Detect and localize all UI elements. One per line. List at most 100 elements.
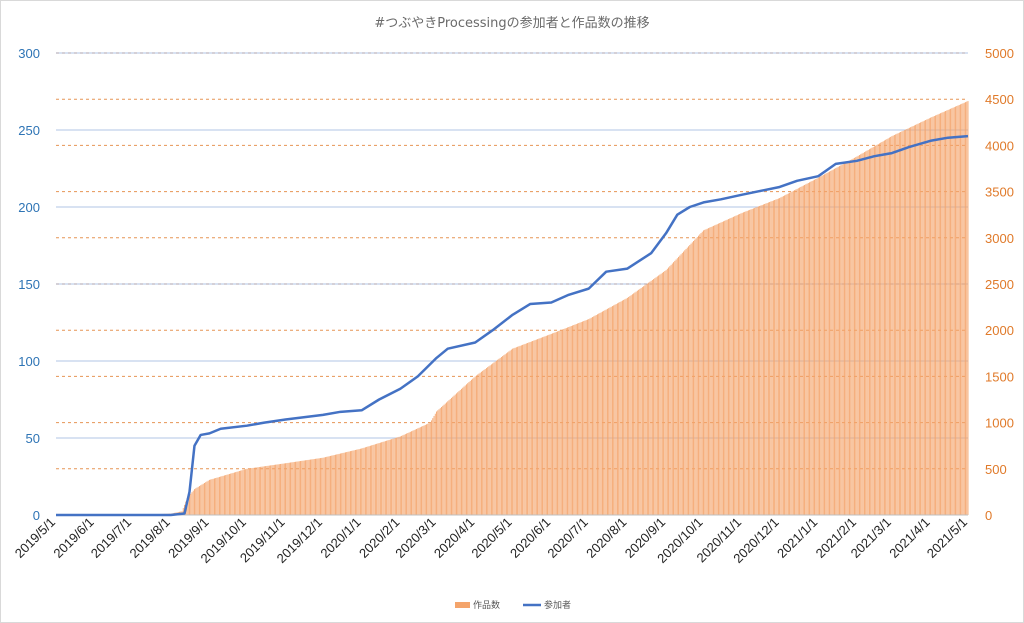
works-bar (963, 102, 965, 516)
works-bar (426, 424, 427, 515)
works-bar (303, 460, 305, 515)
works-bar (321, 457, 323, 515)
works-bar (411, 431, 412, 515)
works-bar (414, 429, 416, 515)
works-bar (378, 443, 380, 515)
works-bar (862, 152, 864, 516)
works-bar (730, 217, 732, 515)
works-bar (589, 318, 591, 515)
works-bar (680, 254, 682, 515)
works-bar (483, 369, 485, 515)
works-bar (646, 283, 648, 515)
works-bar (333, 455, 335, 515)
works-bar (849, 160, 850, 515)
works-bar (835, 168, 837, 515)
works-bar (202, 483, 204, 515)
works-bar (623, 299, 625, 515)
works-bar (893, 134, 895, 515)
works-bar (777, 198, 779, 515)
works-bar (493, 362, 495, 515)
works-bar (387, 440, 389, 515)
works-bar (276, 464, 278, 515)
works-bar (456, 393, 457, 515)
works-bar (610, 306, 612, 515)
works-bar (638, 289, 640, 515)
works-bar (573, 325, 575, 515)
works-bar (967, 101, 969, 516)
works-bar (797, 188, 799, 516)
works-bar (485, 368, 487, 515)
works-bar (776, 199, 778, 516)
works-bar (199, 486, 200, 515)
works-bar (841, 164, 843, 515)
works-bar (286, 463, 288, 515)
works-bar (771, 201, 773, 515)
works-bar (827, 172, 829, 515)
left-y-tick-label: 150 (18, 277, 40, 292)
works-bar (371, 445, 373, 515)
works-bar (633, 293, 635, 515)
works-bar (918, 123, 920, 516)
works-bar (794, 190, 796, 515)
works-bar (438, 409, 440, 515)
works-bar (424, 424, 426, 515)
works-bar (227, 474, 229, 515)
works-bar (888, 137, 890, 516)
works-bar (191, 492, 193, 515)
works-bar (499, 357, 501, 515)
works-bar (494, 361, 496, 515)
works-bar (769, 202, 771, 515)
works-bar (745, 211, 747, 515)
works-bar (243, 469, 245, 515)
works-bar (872, 147, 874, 516)
works-bar (805, 184, 807, 516)
works-bar (839, 166, 840, 515)
works-bar (795, 189, 797, 516)
works-bar (553, 332, 555, 515)
works-bar (695, 238, 697, 515)
works-bar (522, 344, 524, 515)
works-bar (779, 198, 781, 515)
works-bar (217, 477, 219, 515)
works-bar (655, 277, 657, 515)
works-bar (277, 464, 279, 515)
works-bar (361, 448, 363, 515)
works-bar (614, 304, 616, 515)
works-bar (416, 428, 417, 515)
works-bar (366, 446, 368, 515)
works-bar (962, 103, 964, 516)
works-bar (883, 140, 885, 515)
works-bar (489, 365, 491, 515)
works-bar (222, 475, 224, 515)
left-y-tick-labels: 0 50 100 150 200 250 300 (18, 46, 40, 523)
works-bar (523, 344, 525, 515)
works-bar (330, 455, 331, 515)
works-bar (752, 208, 754, 516)
works-bar (811, 181, 813, 515)
works-bar (313, 459, 315, 515)
works-bar (261, 466, 263, 515)
works-bar (487, 367, 489, 515)
works-bar (648, 282, 650, 515)
works-bar (932, 116, 934, 515)
works-bar (471, 379, 472, 515)
works-bar (679, 255, 681, 515)
works-bar (810, 181, 812, 516)
works-bar (252, 467, 254, 515)
works-bar (245, 469, 247, 515)
works-bar (590, 317, 592, 515)
works-bar (724, 220, 726, 515)
works-bar (723, 221, 724, 515)
works-bar (335, 454, 336, 515)
works-bar (594, 315, 596, 515)
works-bar (453, 395, 455, 515)
works-bar (263, 466, 265, 515)
works-bar (961, 103, 963, 515)
works-bar (960, 104, 961, 516)
works-bar (412, 430, 414, 515)
works-bar (306, 460, 308, 515)
works-bar (231, 473, 233, 515)
works-bar (877, 144, 879, 515)
works-bar (620, 301, 622, 515)
works-bar (340, 453, 341, 515)
